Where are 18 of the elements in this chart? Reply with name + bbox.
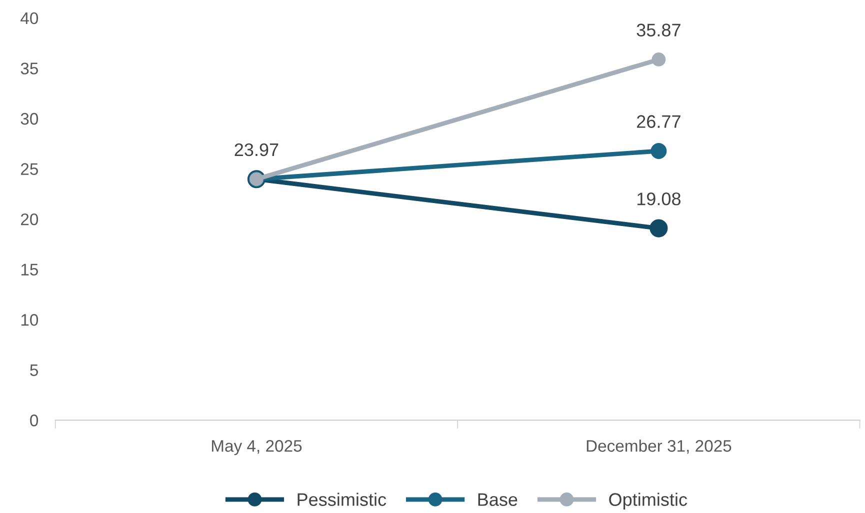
x-tick-label: May 4, 2025 — [212, 440, 302, 456]
y-tick-label: 20 — [20, 213, 38, 226]
legend-label: Pessimistic — [298, 492, 386, 506]
y-tick-label: 35 — [20, 62, 38, 74]
y-tick-label: 40 — [20, 12, 38, 24]
data-label: 26.77 — [637, 115, 680, 128]
legend-label: Base — [478, 493, 518, 506]
y-tick-label: 0 — [30, 414, 38, 426]
legend-label: Optimistic — [609, 492, 688, 510]
y-tick-label: 5 — [30, 364, 38, 376]
data-label: 35.87 — [636, 24, 680, 36]
data-label: 23.97 — [234, 143, 278, 156]
x-tick-label: December 31, 2025 — [586, 440, 732, 454]
y-tick-label: 10 — [21, 314, 38, 326]
y-tick-label: 30 — [20, 112, 38, 125]
y-tick-label: 25 — [20, 163, 38, 175]
data-label: 19.08 — [637, 192, 681, 206]
y-tick-label: 15 — [21, 264, 38, 276]
